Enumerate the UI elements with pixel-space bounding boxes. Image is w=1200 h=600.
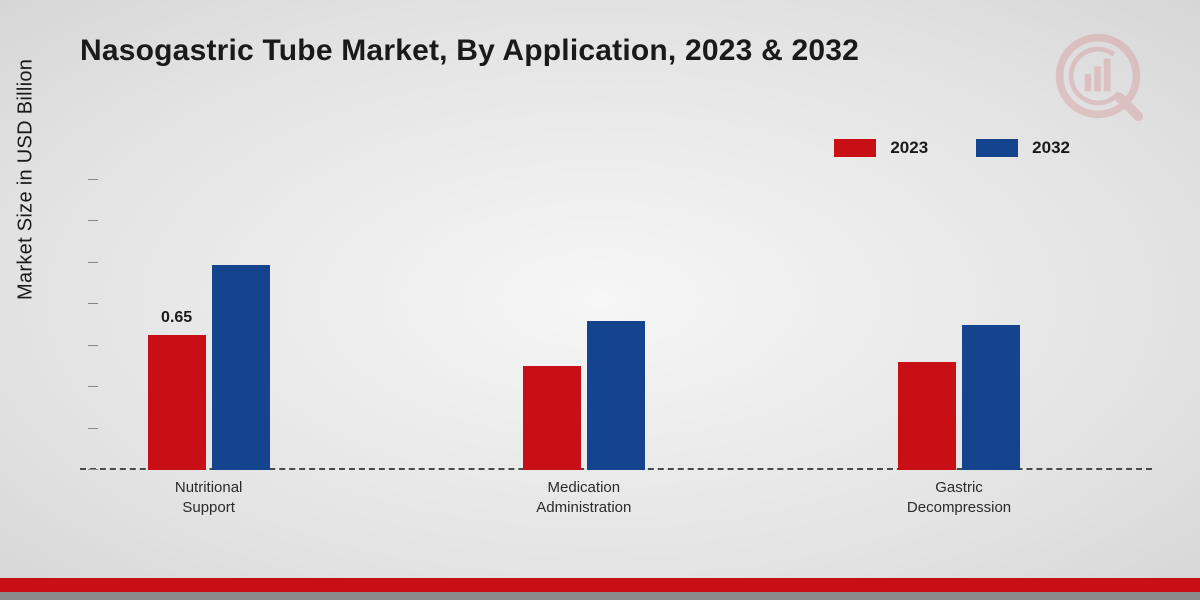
logo-svg	[1050, 28, 1146, 124]
bar-2032	[962, 325, 1020, 470]
bar-group: GastricDecompression	[869, 325, 1049, 470]
plot-area: 0.65NutritionalSupport MedicationAdminist…	[80, 180, 1152, 470]
bar-2023	[898, 362, 956, 470]
category-label: MedicationAdministration	[484, 478, 684, 519]
bar-2023	[148, 335, 206, 470]
bar-value-label: 0.65	[161, 309, 192, 327]
legend-swatch-2032	[976, 139, 1018, 157]
chart-container: Nasogastric Tube Market, By Application,…	[0, 0, 1200, 600]
y-tick	[88, 428, 98, 429]
category-label: NutritionalSupport	[109, 478, 309, 519]
legend-item-2032: 2032	[976, 138, 1070, 158]
y-tick	[88, 220, 98, 221]
category-label-line: Administration	[484, 498, 684, 518]
watermark-logo	[1050, 28, 1146, 124]
category-label-line: Nutritional	[109, 478, 309, 498]
y-tick	[88, 179, 98, 180]
category-label-line: Gastric	[859, 478, 1059, 498]
category-label-line: Support	[109, 498, 309, 518]
bar-2023	[523, 366, 581, 470]
y-tick	[88, 262, 98, 263]
chart-title: Nasogastric Tube Market, By Application,…	[80, 34, 859, 68]
category-label-line: Medication	[484, 478, 684, 498]
legend: 2023 2032	[834, 138, 1070, 158]
bar-2032	[587, 321, 645, 470]
bar-group: MedicationAdministration	[494, 321, 674, 470]
footer-under-bar	[0, 592, 1200, 600]
legend-item-2023: 2023	[834, 138, 928, 158]
y-axis-label: Market Size in USD Billion	[15, 59, 38, 300]
legend-swatch-2023	[834, 139, 876, 157]
legend-label-2032: 2032	[1032, 138, 1070, 158]
category-label-line: Decompression	[859, 498, 1059, 518]
category-label: GastricDecompression	[859, 478, 1059, 519]
y-tick	[88, 386, 98, 387]
bar-group: 0.65NutritionalSupport	[119, 265, 299, 470]
y-tick	[88, 469, 98, 470]
legend-label-2023: 2023	[890, 138, 928, 158]
footer-brand-bar	[0, 578, 1200, 592]
y-tick	[88, 303, 98, 304]
bar-2032	[212, 265, 270, 470]
y-tick	[88, 345, 98, 346]
